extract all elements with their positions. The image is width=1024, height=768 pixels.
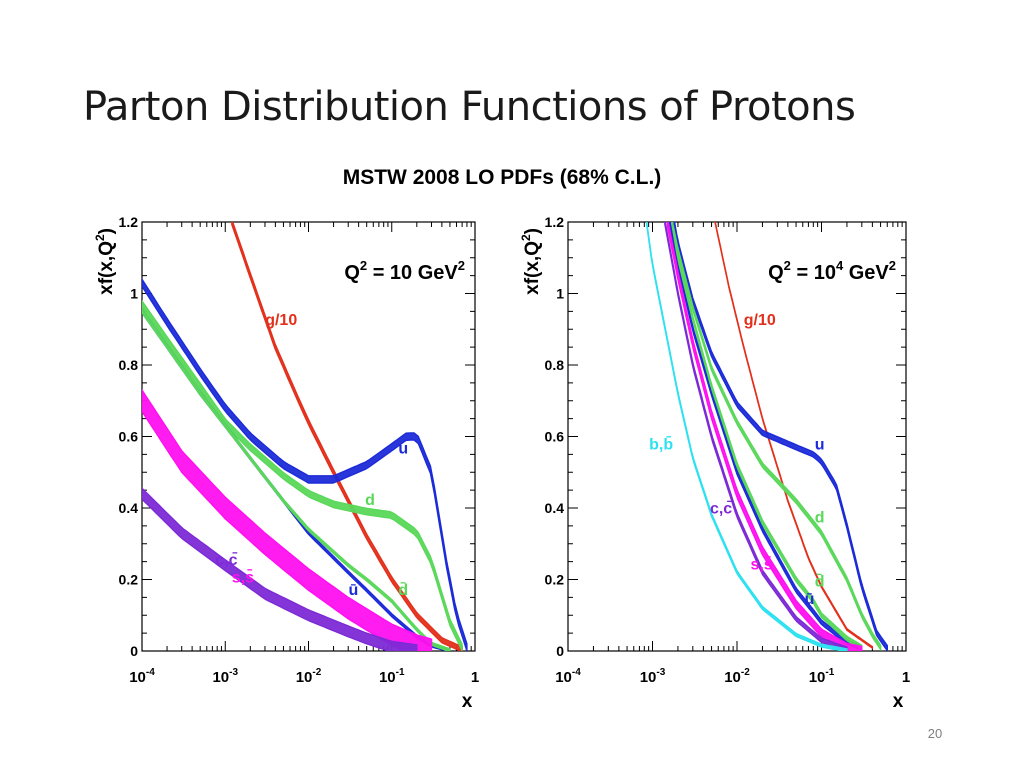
- q2-annotation: Q2 = 104 GeV2: [768, 258, 896, 284]
- y-tick-label: 0.4: [545, 500, 565, 516]
- x-tick-label: 10-2: [296, 667, 322, 686]
- chart-panel-low-q2: 0 0.2 0.4 0.6 0.8 1 1.2 10-4 10-3 10-2 10-1 1 x xf(x,…: [93, 214, 479, 712]
- series-band-bb: [645, 222, 848, 651]
- y-tick-label: 0.2: [545, 572, 565, 588]
- x-tick-label: 10-4: [129, 667, 155, 686]
- y-tick-label: 1.2: [545, 214, 565, 230]
- plot-frame: [567, 221, 907, 652]
- series-layer: [142, 222, 468, 651]
- figure-title: MSTW 2008 LO PDFs (68% C.L.): [342, 166, 662, 189]
- series-label: d: [365, 492, 375, 509]
- series-label: ū: [348, 582, 358, 599]
- y-tick-label: 0.6: [119, 429, 139, 445]
- x-tick-label: 10-2: [724, 667, 750, 686]
- series-label: g/10: [265, 312, 297, 329]
- page-number: 20: [927, 726, 943, 741]
- y-tick-label: 1.2: [119, 214, 139, 230]
- x-tick-label: 10-3: [212, 667, 238, 686]
- series-band-g-10: [231, 222, 463, 651]
- series-band-ss: [142, 388, 433, 651]
- series-label: ū: [805, 591, 815, 608]
- series-label: u: [398, 441, 408, 458]
- y-tick-label: 0.8: [119, 357, 139, 373]
- x-tick-label: 10-3: [640, 667, 666, 686]
- y-tick-label: 0.8: [545, 357, 565, 373]
- series-label: c,c̄: [710, 499, 733, 518]
- x-axis-label: x: [462, 691, 473, 712]
- series-layer: [645, 222, 888, 651]
- x-axis-label: x: [893, 691, 904, 712]
- series-label: d̄: [398, 580, 408, 599]
- series-band-d: [671, 222, 882, 651]
- q2-annotation: Q2 = 10 GeV2: [344, 258, 465, 284]
- series-band-cc: [664, 222, 848, 651]
- x-tick-label: 10-1: [809, 667, 835, 686]
- x-tick-label: 10-4: [555, 667, 581, 686]
- series-label: d̄: [815, 572, 825, 591]
- series-label: u: [815, 436, 825, 453]
- y-tick-label: 0: [130, 643, 138, 659]
- y-tick-label: 0.6: [545, 429, 565, 445]
- series-label: b,b̄: [649, 434, 673, 453]
- series-band-u: [673, 222, 888, 651]
- y-axis-label: xf(x,Q2): [93, 228, 117, 295]
- x-tick-label: 1: [471, 669, 479, 686]
- x-tick-label: 1: [902, 669, 910, 686]
- y-tick-label: 0.4: [119, 500, 139, 516]
- series-label: d: [815, 509, 825, 526]
- series-band-d: [142, 308, 451, 651]
- chart-panel-high-q2: 0 0.2 0.4 0.6 0.8 1 1.2 10-4 10-3 10-2 10-1 1 x xf(x,…: [519, 214, 910, 712]
- series-band-u: [142, 277, 468, 651]
- series-label: s,s̄: [232, 567, 254, 586]
- series-band-cc: [142, 487, 418, 651]
- y-axis-label: xf(x,Q2): [519, 228, 543, 295]
- y-tick-label: 0.2: [119, 572, 139, 588]
- series-band-d: [142, 299, 463, 651]
- y-tick-label: 1: [130, 286, 138, 302]
- series-label: c,c̄: [215, 550, 238, 569]
- series-band-ss: [666, 222, 863, 651]
- y-tick-label: 0: [556, 643, 564, 659]
- series-label: g/10: [744, 312, 776, 329]
- y-tick-label: 1: [556, 286, 564, 302]
- slide-title: Parton Distribution Functions of Protons: [83, 84, 856, 130]
- series-label: s,s̄: [751, 555, 773, 574]
- x-tick-label: 10-1: [379, 667, 405, 686]
